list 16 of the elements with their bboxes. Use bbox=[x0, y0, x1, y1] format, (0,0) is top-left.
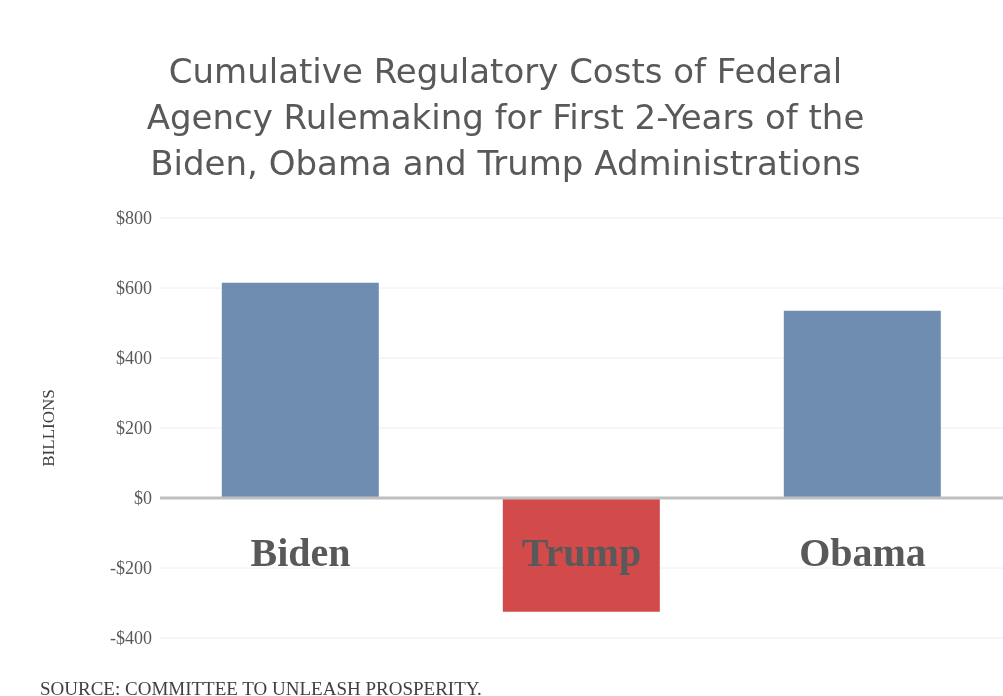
bar bbox=[221, 282, 379, 498]
y-tick-label: $400 bbox=[116, 348, 152, 369]
x-tick-label: Trump bbox=[521, 530, 642, 575]
chart-title: Cumulative Regulatory Costs of Federal Agency Rulemaking for First 2-Years of the Biden, Obama and Trump Administrations bbox=[145, 50, 866, 185]
bar bbox=[783, 310, 941, 498]
y-tick-label: $0 bbox=[134, 488, 152, 509]
y-tick-label: $200 bbox=[116, 418, 152, 439]
y-tick-label: $600 bbox=[116, 278, 152, 299]
y-axis-title: BILLIONS bbox=[39, 389, 59, 467]
y-tick-label: -$200 bbox=[110, 558, 152, 579]
y-tick-label: -$400 bbox=[110, 628, 152, 649]
x-tick-label: Obama bbox=[799, 530, 926, 575]
bar bbox=[502, 498, 660, 612]
source-note: SOURCE: COMMITTEE TO UNLEASH PROSPERITY. bbox=[39, 678, 483, 696]
x-tick-label: Biden bbox=[250, 530, 351, 575]
y-tick-label: $800 bbox=[116, 208, 152, 229]
